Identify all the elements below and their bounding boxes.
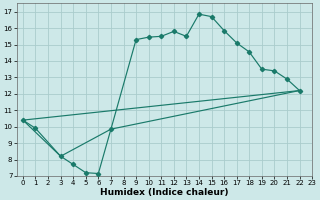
X-axis label: Humidex (Indice chaleur): Humidex (Indice chaleur) bbox=[100, 188, 228, 197]
